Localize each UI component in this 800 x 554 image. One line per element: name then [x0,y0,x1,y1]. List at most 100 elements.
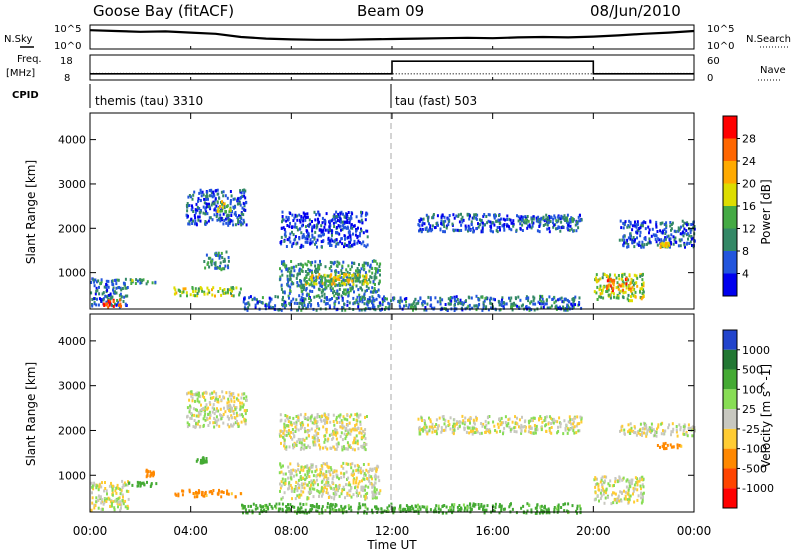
heatmap-cell [623,238,626,242]
heatmap-cell [371,467,374,471]
heatmap-cell [579,415,582,419]
heatmap-cell [124,302,127,306]
heatmap-cell [424,306,427,309]
heatmap-cell [223,259,226,263]
heatmap-cell [634,220,636,224]
heatmap-cell [232,422,235,426]
heatmap-cell [254,303,257,307]
heatmap-cell [191,392,194,396]
heatmap-cell [666,443,669,447]
heatmap-cell [671,422,674,426]
heatmap-cell [530,426,533,430]
heatmap-cell [467,304,470,308]
heatmap-cell [301,438,304,441]
heatmap-cell [638,227,641,230]
heatmap-cell [630,295,632,299]
heatmap-cell [207,219,210,223]
heatmap-cell [567,223,570,227]
heatmap-cell [333,240,336,244]
heatmap-cell [368,479,371,483]
heatmap-cell [512,224,515,228]
heatmap-cell [594,276,597,280]
heatmap-cell [471,306,474,310]
heatmap-cell [325,461,328,465]
heatmap-cell [621,478,624,482]
heatmap-cell [483,504,486,508]
heatmap-cell [448,214,451,217]
heatmap-cell [195,202,198,206]
heatmap-cell [668,240,671,244]
heatmap-cell [202,205,205,209]
heatmap-cell [469,506,472,510]
heatmap-cell [363,264,366,268]
heatmap-cell [411,506,414,510]
heatmap-cell [664,244,667,248]
heatmap-cell [299,470,301,474]
heatmap-cell [126,286,129,289]
heatmap-cell [213,416,216,420]
heatmap-cell [204,398,207,402]
heatmap-cell [109,505,112,508]
heatmap-cell [358,502,361,506]
heatmap-cell [671,221,674,225]
heatmap-cell [306,215,309,219]
heatmap-cell [321,216,324,220]
heatmap-cell [335,415,338,419]
heatmap-cell [216,407,218,411]
heatmap-cell [197,491,200,495]
heatmap-cell [375,267,378,271]
heatmap-cell [374,490,377,494]
heatmap-cell [620,226,623,230]
heatmap-cell [619,219,622,223]
heatmap-cell [343,509,346,513]
heatmap-cell [345,273,348,277]
heatmap-cell [190,417,193,420]
heatmap-cell [205,494,208,497]
noise-series-line [89,29,695,41]
heatmap-cell [103,489,106,493]
heatmap-cell [245,409,248,412]
heatmap-cell [536,503,539,507]
heatmap-cell [329,244,331,247]
heatmap-cell [317,221,320,225]
heatmap-cell [301,283,304,287]
heatmap-cell [289,462,292,466]
heatmap-cell [494,502,497,506]
heatmap-cell [461,220,464,224]
heatmap-cell [309,238,312,242]
heatmap-cell [337,414,340,418]
heatmap-cell [472,226,474,230]
heatmap-cell [193,222,196,226]
heatmap-cell [453,299,456,303]
heatmap-cell [420,416,423,420]
heatmap-cell [282,260,285,264]
heatmap-cell [300,243,303,247]
heatmap-cell [688,242,691,245]
heatmap-cell [338,292,341,296]
heatmap-cell [201,459,204,462]
heatmap-cell [239,216,242,220]
heatmap-cell [295,415,298,418]
beam-title: Beam 09 [357,2,424,20]
heatmap-cell [428,429,431,433]
heatmap-cell [353,428,355,432]
heatmap-cell [302,283,305,287]
heatmap-cell [192,425,195,429]
heatmap-cell [203,290,206,294]
heatmap-cell [194,208,197,212]
heatmap-cell [324,434,327,438]
heatmap-cell [329,260,332,264]
heatmap-cell [626,238,629,242]
heatmap-cell [332,221,335,225]
heatmap-cell [498,503,501,507]
heatmap-cell [206,195,209,199]
heatmap-cell [475,294,478,298]
heatmap-cell [570,422,573,426]
heatmap-cell [425,430,428,434]
heatmap-cell [337,242,340,246]
heatmap-cell [232,409,235,413]
heatmap-cell [576,504,579,508]
heatmap-cell [227,214,230,218]
heatmap-cell [228,208,231,212]
heatmap-cell [142,278,145,282]
